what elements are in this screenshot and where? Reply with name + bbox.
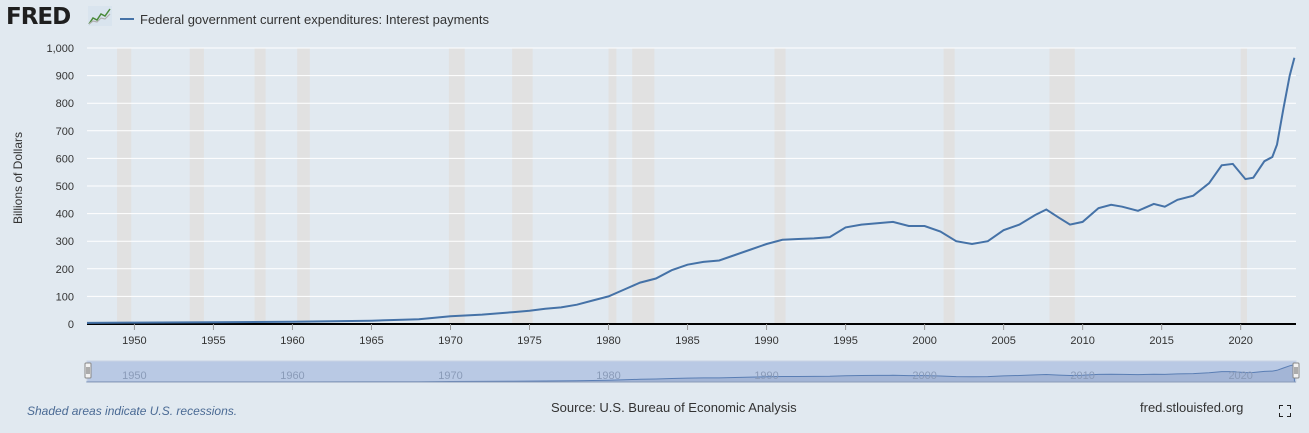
navigator-tick-label: 1960 — [280, 370, 304, 382]
source-text: Source: U.S. Bureau of Economic Analysis — [551, 400, 797, 415]
y-tick-label: 300 — [56, 236, 74, 248]
x-tick-label: 1980 — [596, 335, 620, 347]
range-navigator[interactable]: 1950 1960 1970 1980 1990 2000 2010 2020 — [84, 360, 1300, 383]
site-link[interactable]: fred.stlouisfed.org — [1140, 400, 1244, 415]
navigator-tick-label: 1980 — [596, 370, 620, 382]
x-tick-label: 2015 — [1149, 335, 1173, 347]
y-tick-label: 1,000 — [46, 43, 74, 55]
x-tick-label: 1960 — [280, 335, 304, 347]
navigator-tick-label: 1970 — [438, 370, 462, 382]
navigator-handle[interactable] — [84, 362, 92, 379]
navigator-tick-label: 2010 — [1070, 370, 1094, 382]
fullscreen-icon[interactable] — [1279, 405, 1291, 417]
y-tick-label: 0 — [68, 319, 74, 331]
x-tick-label: 2020 — [1228, 335, 1252, 347]
y-tick-label: 900 — [56, 71, 74, 83]
x-tick-label: 1965 — [359, 335, 383, 347]
y-axis-label: Billions of Dollars — [11, 132, 25, 224]
x-tick-label: 2000 — [912, 335, 936, 347]
x-tick-label: 1970 — [438, 335, 462, 347]
fred-logo[interactable]: FRED — [6, 4, 71, 30]
navigator-tick-label: 2000 — [912, 370, 936, 382]
recession-note: Shaded areas indicate U.S. recessions. — [27, 404, 238, 418]
legend[interactable]: Federal government current expenditures:… — [120, 11, 489, 27]
gridlines — [87, 47, 1296, 297]
navigator-tick-label: 1990 — [754, 370, 778, 382]
x-tick-label: 2005 — [991, 335, 1015, 347]
x-tick-label: 2010 — [1070, 335, 1094, 347]
chart-header: FRED Federal government current expendit… — [0, 0, 1309, 36]
x-axis: 1950 1955 1960 1965 1970 1975 1980 1985 1990 1995… — [87, 323, 1296, 347]
x-tick-label: 1975 — [517, 335, 541, 347]
series-line — [86, 57, 1296, 324]
y-tick-label: 800 — [56, 98, 74, 110]
y-tick-label: 200 — [56, 264, 74, 276]
x-tick-label: 1955 — [201, 335, 225, 347]
navigator-series — [86, 363, 1295, 383]
navigator-tick-label: 2020 — [1228, 370, 1252, 382]
y-tick-label: 500 — [56, 181, 74, 193]
x-tick-label: 1990 — [754, 335, 778, 347]
legend-label: Federal government current expenditures:… — [140, 11, 490, 27]
trend-graph-icon — [88, 6, 112, 26]
y-tick-label: 400 — [56, 209, 74, 221]
y-axis: 0 100 200 300 400 500 600 700 800 900 1,000 — [46, 43, 74, 331]
navigator-tick-label: 1950 — [122, 370, 146, 382]
y-tick-label: 100 — [56, 291, 74, 303]
legend-swatch — [120, 18, 134, 20]
y-tick-label: 600 — [56, 153, 74, 165]
y-tick-label: 700 — [56, 126, 74, 138]
x-tick-label: 1985 — [675, 335, 699, 347]
x-tick-label: 1950 — [122, 335, 146, 347]
navigator-handle[interactable] — [1292, 362, 1300, 379]
x-tick-label: 1995 — [833, 335, 857, 347]
